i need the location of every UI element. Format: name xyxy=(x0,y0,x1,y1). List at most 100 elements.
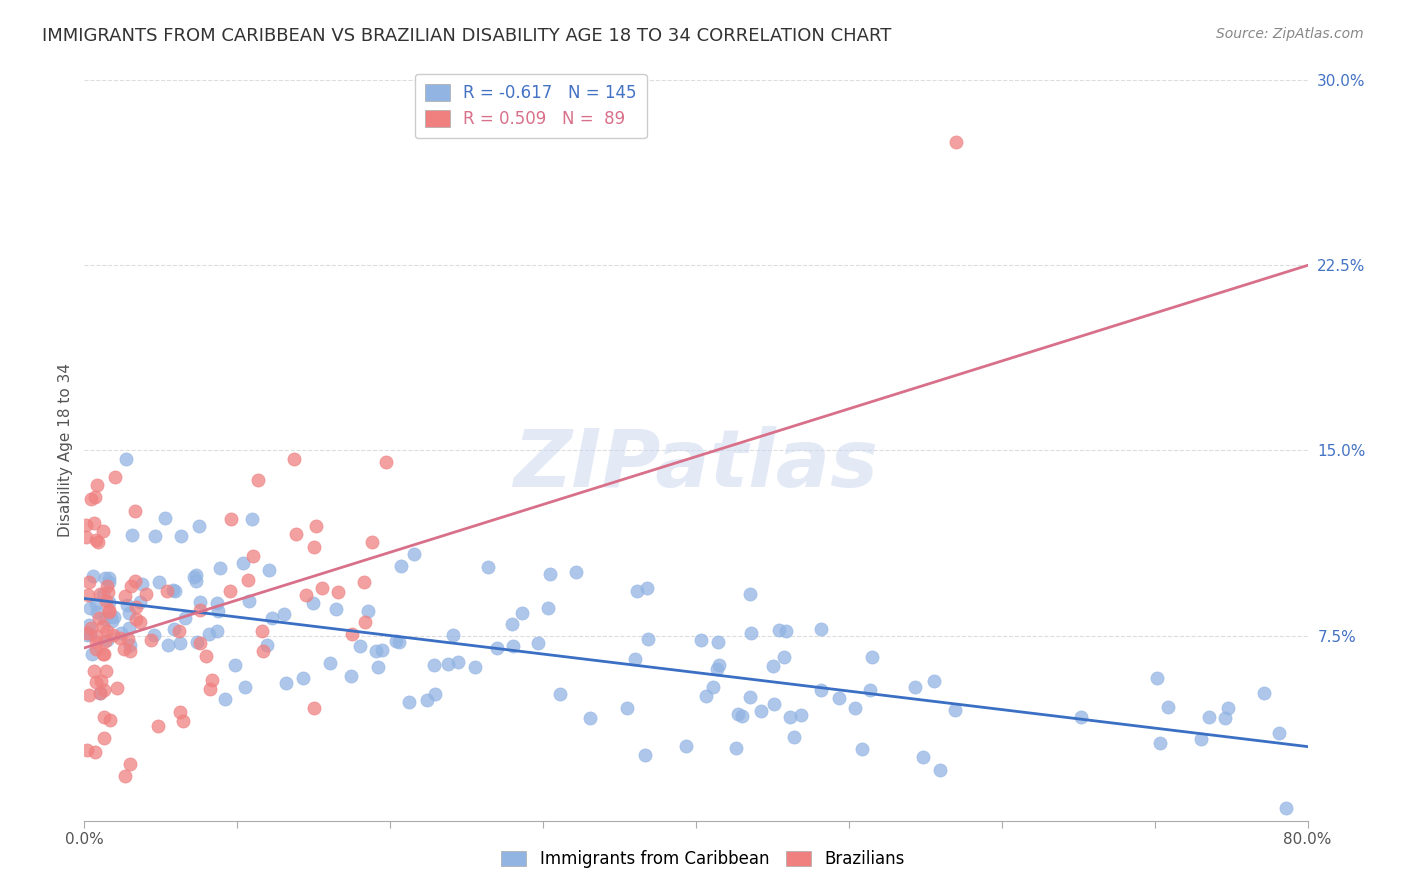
Point xyxy=(860,650,883,665)
Point xyxy=(121,528,143,542)
Point xyxy=(83,665,105,679)
Point xyxy=(188,636,211,650)
Point xyxy=(858,683,880,698)
Point xyxy=(124,504,146,518)
Point xyxy=(156,638,179,652)
Point xyxy=(1198,710,1220,724)
Point xyxy=(779,709,801,723)
Point xyxy=(100,609,122,624)
Point xyxy=(447,656,470,670)
Point xyxy=(501,616,523,631)
Point xyxy=(186,635,208,649)
Point xyxy=(326,584,349,599)
Point xyxy=(626,583,648,598)
Point xyxy=(623,651,645,665)
Point xyxy=(775,624,797,638)
Point xyxy=(1070,710,1092,724)
Point xyxy=(93,710,115,724)
Point xyxy=(851,742,873,756)
Point xyxy=(1189,732,1212,747)
Legend: Immigrants from Caribbean, Brazilians: Immigrants from Caribbean, Brazilians xyxy=(495,844,911,875)
Point xyxy=(232,556,254,570)
Point xyxy=(77,688,100,702)
Point xyxy=(485,641,508,656)
Point xyxy=(353,575,375,590)
Point xyxy=(364,644,387,658)
Point xyxy=(98,571,121,585)
Point xyxy=(91,587,114,601)
Point xyxy=(1157,700,1180,714)
Point xyxy=(477,559,499,574)
Point xyxy=(740,626,762,640)
Point xyxy=(502,639,524,653)
Point xyxy=(302,540,325,554)
Point xyxy=(319,657,342,671)
Point xyxy=(207,596,229,610)
Point xyxy=(195,648,218,663)
Point xyxy=(387,634,409,648)
Point xyxy=(1146,671,1168,685)
Text: ZIPatlas: ZIPatlas xyxy=(513,426,879,504)
Point xyxy=(108,631,131,645)
Point xyxy=(790,708,813,723)
Point xyxy=(904,680,927,694)
Point xyxy=(101,627,124,641)
Text: IMMIGRANTS FROM CARIBBEAN VS BRAZILIAN DISABILITY AGE 18 TO 34 CORRELATION CHART: IMMIGRANTS FROM CARIBBEAN VS BRAZILIAN D… xyxy=(42,27,891,45)
Point xyxy=(173,611,195,625)
Y-axis label: Disability Age 18 to 34: Disability Age 18 to 34 xyxy=(58,363,73,538)
Point xyxy=(301,596,323,610)
Point xyxy=(89,686,111,700)
Point xyxy=(96,632,118,647)
Point xyxy=(198,627,221,641)
Point xyxy=(183,570,205,584)
Point xyxy=(250,624,273,638)
Point xyxy=(118,756,141,771)
Point xyxy=(96,624,118,638)
Point xyxy=(238,594,260,608)
Point xyxy=(749,704,772,718)
Point xyxy=(252,644,274,658)
Point xyxy=(84,674,107,689)
Point xyxy=(284,527,307,541)
Point xyxy=(98,605,121,619)
Point xyxy=(422,657,444,672)
Point xyxy=(810,622,832,636)
Point xyxy=(76,626,98,640)
Point xyxy=(82,569,104,583)
Point xyxy=(187,518,209,533)
Point xyxy=(367,660,389,674)
Point xyxy=(357,604,380,618)
Point xyxy=(131,576,153,591)
Point xyxy=(84,490,107,504)
Point xyxy=(464,660,486,674)
Point xyxy=(98,602,121,616)
Point xyxy=(91,647,114,661)
Point xyxy=(96,664,118,678)
Point xyxy=(77,617,100,632)
Point xyxy=(90,674,112,689)
Point xyxy=(295,588,318,602)
Point xyxy=(165,584,187,599)
Point xyxy=(93,633,115,648)
Text: Source: ZipAtlas.com: Source: ZipAtlas.com xyxy=(1216,27,1364,41)
Point xyxy=(219,512,242,526)
Point xyxy=(125,599,148,614)
Point xyxy=(98,595,121,609)
Point xyxy=(91,524,114,539)
Point xyxy=(97,574,120,589)
Point xyxy=(97,585,120,599)
Point xyxy=(242,549,264,564)
Point xyxy=(115,599,138,613)
Point xyxy=(637,632,659,646)
Point xyxy=(188,595,211,609)
Point xyxy=(763,698,786,712)
Point xyxy=(86,478,108,492)
Point xyxy=(118,606,141,620)
Point xyxy=(84,629,107,643)
Point xyxy=(172,714,194,728)
Point xyxy=(208,561,231,575)
Point xyxy=(262,611,284,625)
Point xyxy=(537,600,560,615)
Point xyxy=(207,624,229,638)
Point xyxy=(153,511,176,525)
